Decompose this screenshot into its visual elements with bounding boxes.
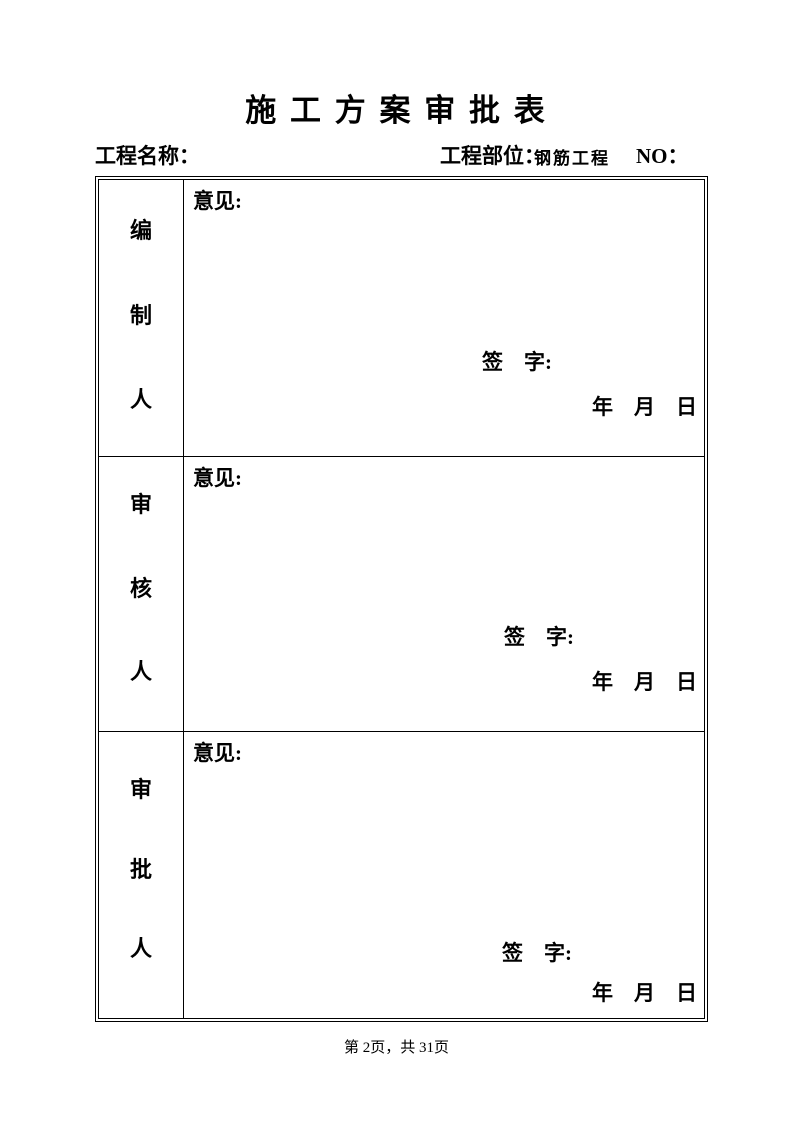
role-cell-reviewer: 审 核 人 <box>99 457 184 731</box>
table-row-approver: 审 批 人 意见: 签 字: 年 月 日 <box>99 731 704 1018</box>
signature-label: 签 字: <box>502 941 572 965</box>
project-part-value: 钢筋工程 <box>534 149 610 168</box>
page-title: 施 工 方 案 审 批 表 <box>245 93 548 128</box>
table-row-preparer: 编 制 人 意见: 签 字: 年 月 日 <box>99 180 704 456</box>
opinion-cell-reviewer: 意见: 签 字: 年 月 日 <box>184 457 704 731</box>
date-label: 年 月 日 <box>592 670 697 694</box>
role-cell-preparer: 编 制 人 <box>99 180 184 456</box>
opinion-label: 意见: <box>193 741 242 765</box>
role-char: 核 <box>129 575 152 601</box>
signature-label: 签 字: <box>504 625 574 649</box>
role-char: 人 <box>129 936 152 961</box>
approval-table: 编 制 人 意见: 签 字: 年 月 日 审 核 人 意见: 签 字: 年 月 … <box>95 176 708 1022</box>
signature-label: 签 字: <box>482 350 552 374</box>
opinion-cell-preparer: 意见: 签 字: 年 月 日 <box>184 180 704 456</box>
date-label: 年 月 日 <box>592 395 697 419</box>
role-char: 审 <box>129 492 152 517</box>
no-label: NO： <box>636 144 689 168</box>
opinion-cell-approver: 意见: 签 字: 年 月 日 <box>184 732 704 1018</box>
role-char: 人 <box>129 659 152 684</box>
table-row-reviewer: 审 核 人 意见: 签 字: 年 月 日 <box>99 456 704 731</box>
role-char: 批 <box>129 856 152 882</box>
project-part-label: 工程部位： <box>440 144 545 168</box>
role-char: 人 <box>129 387 152 412</box>
opinion-label: 意见: <box>193 189 242 213</box>
opinion-label: 意见: <box>193 466 242 490</box>
role-char: 编 <box>129 218 152 243</box>
project-name-label: 工程名称： <box>95 144 200 168</box>
header-line: 工程名称： 工程部位： 钢筋工程 NO： <box>0 144 793 172</box>
role-cell-approver: 审 批 人 <box>99 732 184 1018</box>
date-label: 年 月 日 <box>592 981 697 1005</box>
role-char: 审 <box>129 777 152 802</box>
page-footer: 第 2页，共 31页 <box>343 1040 449 1056</box>
role-char: 制 <box>129 302 152 328</box>
